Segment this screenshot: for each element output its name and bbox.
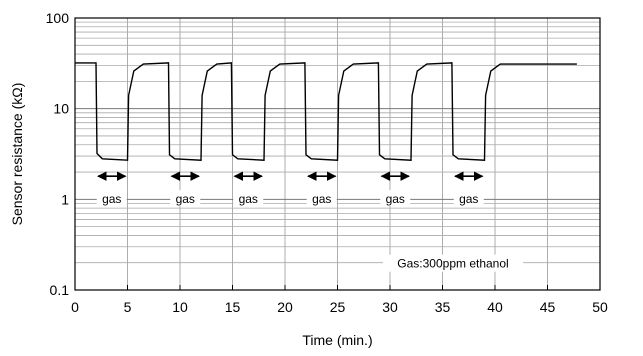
tick-labels: 0 5 10 15 20 25 30 35 40 45 50 0.1 1 10 100 <box>46 10 608 315</box>
x-tick-label: 20 <box>277 299 293 315</box>
sensor-resistance-line <box>75 62 577 161</box>
axes <box>74 17 601 291</box>
series-layer <box>75 62 577 161</box>
grid <box>75 18 600 290</box>
x-tick-label: 15 <box>225 299 241 315</box>
gas-label: gas <box>312 192 331 206</box>
y-tick-label: 10 <box>53 101 69 117</box>
gas-label-background <box>233 190 264 207</box>
gas-annotations: gas gas gas gas gas gas <box>96 171 484 207</box>
gas-label-background <box>96 190 127 207</box>
gas-note: Gas:300ppm ethanol <box>383 254 523 272</box>
x-tick-label: 0 <box>71 299 79 315</box>
gas-label-background <box>306 190 337 207</box>
gas-label-background <box>380 190 411 207</box>
x-axis-title: Time (min.) <box>302 332 372 348</box>
gas-label: gas <box>459 192 478 206</box>
y-tick-label: 0.1 <box>50 282 70 298</box>
gas-label-background <box>453 190 484 207</box>
gas-note-background <box>383 254 523 272</box>
x-tick-label: 10 <box>172 299 188 315</box>
gas-label: gas <box>102 192 121 206</box>
gas-label-background <box>170 190 201 207</box>
gas-label: gas <box>386 192 405 206</box>
x-tick-label: 5 <box>124 299 132 315</box>
y-tick-label: 100 <box>46 10 70 26</box>
x-tick-label: 45 <box>540 299 556 315</box>
y-axis-title: Sensor resistance (kΩ) <box>9 83 25 226</box>
gas-note-text: Gas:300ppm ethanol <box>397 257 508 271</box>
x-tick-label: 25 <box>330 299 346 315</box>
gas-label: gas <box>176 192 195 206</box>
x-tick-label: 40 <box>487 299 503 315</box>
y-tick-label: 1 <box>61 191 69 207</box>
x-tick-label: 35 <box>435 299 451 315</box>
gas-label: gas <box>239 192 258 206</box>
x-tick-label: 50 <box>592 299 608 315</box>
x-tick-label: 30 <box>382 299 398 315</box>
